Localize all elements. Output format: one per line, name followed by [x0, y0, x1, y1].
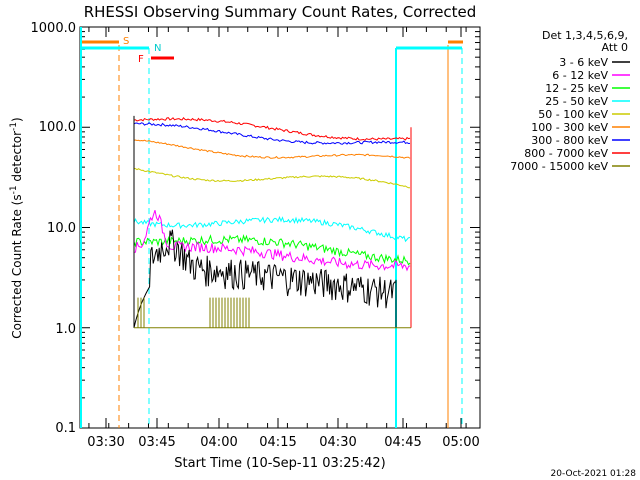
series-line [133, 122, 411, 145]
legend-label: 7000 - 15000 keV [510, 160, 608, 173]
legend-label: 300 - 800 keV [531, 134, 608, 147]
x-tick-label: 03:30 [87, 435, 124, 450]
x-tick-label: 04:30 [319, 435, 356, 450]
legend-entry: 25 - 50 keV [545, 95, 630, 108]
legend: 3 - 6 keV 6 - 12 keV 12 - 25 keV 25 - 50… [510, 56, 630, 173]
footer-date: 20-Oct-2021 01:28 [551, 469, 637, 479]
y-tick-label: 100.0 [39, 120, 76, 135]
legend-entry: 300 - 800 keV [531, 134, 630, 147]
legend-label: 3 - 6 keV [559, 56, 608, 69]
x-axis-label: Start Time (10-Sep-11 03:25:42) [174, 456, 385, 471]
y-axis-label: Corrected Count Rate (s-1 detector-1) [9, 117, 24, 338]
x-tick-label: 04:45 [384, 435, 421, 450]
y-tick-label: 1000.0 [31, 21, 77, 36]
series-line [133, 215, 411, 243]
flag-label-s: S [123, 36, 129, 47]
legend-label: 800 - 7000 keV [524, 147, 608, 160]
chart-marks [80, 26, 480, 429]
series-line [133, 168, 410, 189]
legend-header-1: Det 1,3,4,5,6,9, [542, 29, 628, 42]
x-tick-labels: 03:30 03:45 04:00 04:15 04:30 04:45 05:0… [87, 435, 479, 450]
legend-label: 50 - 100 keV [538, 108, 608, 121]
series-line [133, 229, 396, 328]
chart-title: RHESSI Observing Summary Count Rates, Co… [84, 3, 477, 21]
y-tick-label: 10.0 [47, 221, 76, 236]
series-line [133, 117, 411, 141]
series-line [133, 210, 411, 272]
y-tick-label: 1.0 [55, 322, 76, 337]
flag-label-f: F [138, 54, 144, 65]
legend-entry: 12 - 25 keV [545, 82, 630, 95]
legend-label: 100 - 300 keV [531, 121, 608, 134]
legend-entry: 800 - 7000 keV [524, 147, 630, 160]
legend-label: 6 - 12 keV [552, 69, 608, 82]
x-tick-label: 03:45 [138, 435, 175, 450]
y-tick-label: 0.1 [55, 421, 76, 436]
legend-entry: 100 - 300 keV [531, 121, 630, 134]
series-line [133, 234, 411, 266]
legend-entry: 6 - 12 keV [552, 69, 630, 82]
legend-label: 12 - 25 keV [545, 82, 608, 95]
plot-frame [79, 26, 481, 429]
legend-entry: 7000 - 15000 keV [510, 160, 630, 173]
legend-header-2: Att 0 [602, 41, 628, 54]
legend-label: 25 - 50 keV [545, 95, 608, 108]
x-tick-label: 04:00 [200, 435, 237, 450]
x-tick-label: 04:15 [259, 435, 296, 450]
legend-entry: 50 - 100 keV [538, 108, 630, 121]
y-tick-labels: 0.1 1.0 10.0 100.0 1000.0 [31, 21, 77, 436]
flag-label-n: N [154, 43, 161, 54]
legend-entry: 3 - 6 keV [559, 56, 630, 69]
series-line [133, 139, 411, 159]
x-tick-label: 05:00 [442, 435, 479, 450]
